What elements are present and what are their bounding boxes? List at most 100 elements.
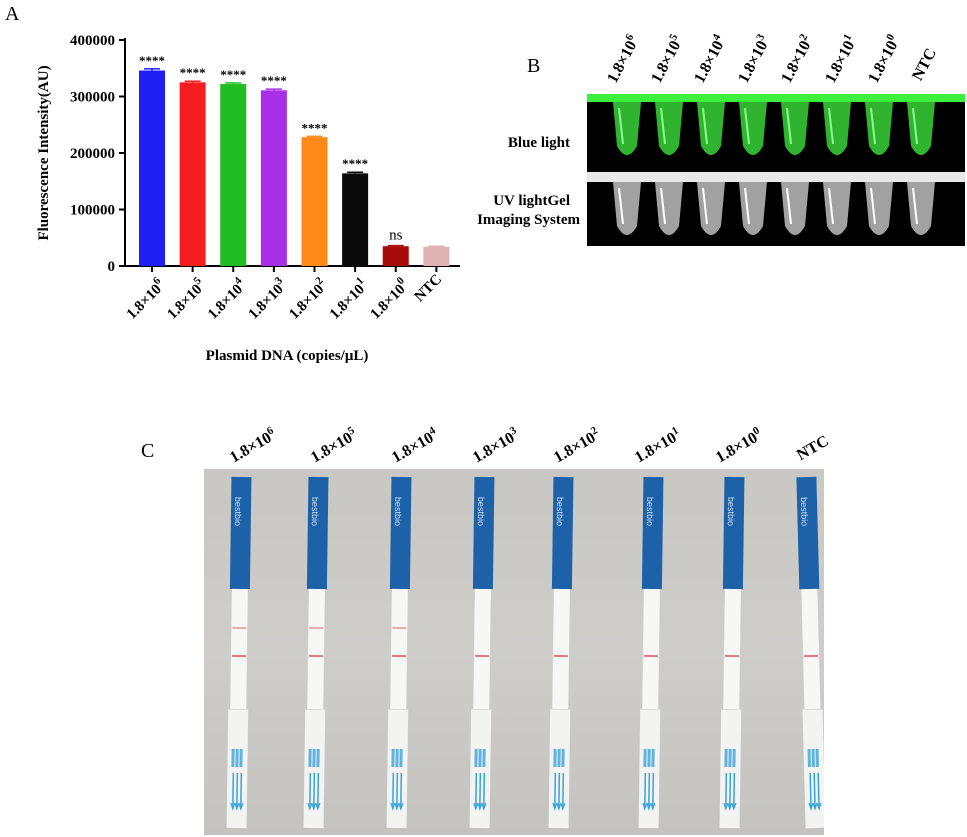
uv-tube-highlight bbox=[702, 187, 708, 225]
significance-label: **** bbox=[180, 65, 206, 80]
control-line bbox=[643, 654, 658, 658]
blue-light-label: Blue light bbox=[507, 135, 570, 151]
control-line bbox=[308, 654, 323, 658]
strip-label-pad: bestbio bbox=[389, 476, 412, 590]
strip-brand: bestbio bbox=[725, 496, 737, 527]
tube-highlight bbox=[786, 107, 792, 145]
tube-highlight bbox=[912, 107, 918, 145]
strip-read-window bbox=[552, 588, 570, 710]
test-line bbox=[392, 626, 407, 630]
green-tube bbox=[865, 102, 893, 155]
tube-lane-label: 1.8×101 bbox=[821, 32, 858, 86]
uv-tube-highlight bbox=[828, 187, 834, 225]
arrow-icon bbox=[552, 748, 566, 811]
uv-tube bbox=[613, 182, 641, 235]
uv-light-label-line1: UV lightGel bbox=[493, 193, 570, 209]
strip-lane-label: 1.8×102 bbox=[551, 424, 600, 467]
test-strip: bestbio bbox=[548, 476, 574, 829]
significance-label: **** bbox=[139, 53, 165, 68]
control-line bbox=[391, 654, 406, 658]
x-tick-label: 1.8×100 bbox=[365, 274, 413, 322]
uv-tube bbox=[865, 182, 893, 235]
bar bbox=[342, 173, 369, 266]
x-tick-label: 1.8×105 bbox=[162, 274, 210, 322]
green-tube bbox=[613, 102, 641, 155]
x-axis-label: Plasmid DNA (copies/μL) bbox=[206, 348, 369, 364]
tube-lane-label: 1.8×102 bbox=[778, 32, 815, 86]
bar bbox=[260, 90, 287, 266]
x-tick-label: 1.8×101 bbox=[324, 275, 372, 323]
tube-lane-label: 1.8×106 bbox=[604, 32, 641, 86]
uv-tube bbox=[655, 182, 683, 235]
strip-read-window bbox=[473, 588, 491, 710]
control-line bbox=[474, 654, 489, 658]
strip-read-window bbox=[801, 588, 821, 710]
tubes-graphic bbox=[587, 94, 965, 235]
bar bbox=[139, 70, 165, 266]
strip-brand: bestbio bbox=[392, 496, 404, 527]
strip-lane-label: NTC bbox=[794, 432, 832, 465]
y-tick-label: 100000 bbox=[70, 203, 115, 219]
test-strip: bestbio bbox=[226, 476, 252, 829]
uv-tube-highlight bbox=[912, 187, 918, 225]
uv-tube-highlight bbox=[744, 187, 750, 225]
panel-c-letter: C bbox=[141, 440, 155, 462]
bar bbox=[301, 137, 328, 266]
significance-label: **** bbox=[302, 120, 328, 135]
green-tube bbox=[739, 102, 767, 155]
test-strip: bestbio bbox=[386, 476, 412, 829]
uv-tube bbox=[823, 182, 851, 235]
strip-read-window bbox=[723, 588, 741, 710]
significance-label: **** bbox=[261, 73, 287, 88]
green-tube bbox=[907, 102, 935, 155]
y-tick-label: 200000 bbox=[70, 146, 115, 162]
bar bbox=[423, 246, 450, 266]
strip-lane-label: 1.8×104 bbox=[389, 424, 438, 467]
tube-lane-label: NTC bbox=[908, 45, 940, 84]
panel-a-letter: A bbox=[5, 3, 20, 25]
significance-label: **** bbox=[342, 156, 368, 171]
arrow-icon bbox=[807, 748, 822, 811]
control-line bbox=[804, 654, 819, 658]
test-line bbox=[232, 626, 247, 630]
arrow-icon bbox=[390, 748, 404, 811]
x-tick-label: 1.8×103 bbox=[243, 274, 291, 322]
strip-lane-label: 1.8×101 bbox=[632, 424, 681, 467]
test-strip: bestbio bbox=[796, 476, 824, 829]
uv-tube-highlight bbox=[660, 187, 666, 225]
y-tick-label: 400000 bbox=[70, 33, 115, 49]
arrow-icon bbox=[642, 748, 656, 811]
uv-tube-highlight bbox=[786, 187, 792, 225]
tube-highlight bbox=[702, 107, 708, 145]
strip-read-window bbox=[642, 588, 660, 710]
uv-light-label-line2: Imaging System bbox=[477, 212, 580, 228]
green-tube bbox=[781, 102, 809, 155]
x-tick-label: 1.8×104 bbox=[202, 274, 250, 322]
control-line bbox=[553, 654, 568, 658]
strip-read-window bbox=[230, 588, 248, 710]
uv-rim bbox=[587, 172, 965, 182]
arrow-icon bbox=[723, 748, 737, 811]
strip-label-pad: bestbio bbox=[722, 476, 745, 590]
strip-label-pad: bestbio bbox=[306, 476, 329, 590]
significance-label: **** bbox=[220, 67, 246, 82]
strip-brand: bestbio bbox=[232, 496, 244, 527]
uv-tube bbox=[907, 182, 935, 235]
tube-highlight bbox=[828, 107, 834, 145]
tube-highlight bbox=[618, 107, 624, 145]
tube-lane-label: 1.8×100 bbox=[865, 32, 902, 86]
strip-brand: bestbio bbox=[644, 496, 656, 527]
bar bbox=[179, 82, 206, 266]
significance-label: ns bbox=[389, 228, 403, 244]
x-tick-label: 1.8×102 bbox=[283, 274, 331, 322]
green-tube bbox=[655, 102, 683, 155]
x-tick-label: 1.8×106 bbox=[121, 274, 169, 322]
uv-tube bbox=[781, 182, 809, 235]
strip-label-pad: bestbio bbox=[796, 476, 820, 590]
test-strip: bestbio bbox=[719, 476, 745, 829]
strip-brand: bestbio bbox=[554, 496, 566, 527]
bar-chart: 0 100000 200000 300000 400000 **** 1.8×106 ***… bbox=[36, 33, 460, 364]
panel-b-letter: B bbox=[527, 55, 541, 77]
strip-read-window bbox=[390, 588, 408, 710]
x-tick-label: NTC bbox=[411, 272, 445, 306]
